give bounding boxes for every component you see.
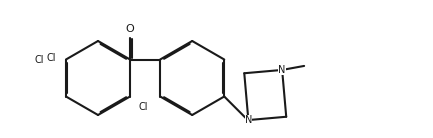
Text: N: N (278, 65, 286, 75)
Text: N: N (245, 115, 252, 125)
Text: Cl: Cl (138, 102, 148, 112)
Text: Cl: Cl (35, 55, 44, 64)
Text: Cl: Cl (46, 52, 56, 63)
Text: O: O (126, 23, 134, 34)
